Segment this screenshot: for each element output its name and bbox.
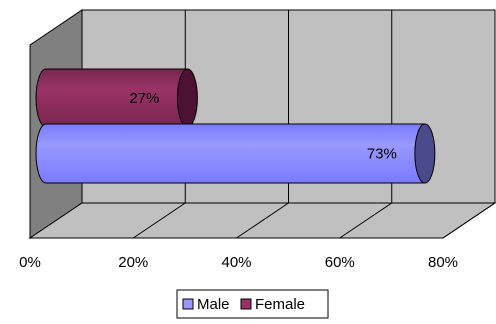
x-tick-label: 60% xyxy=(325,254,355,271)
gridline-floor xyxy=(236,202,289,239)
bar-end-cap-female xyxy=(176,68,198,128)
gridline-floor xyxy=(132,202,186,239)
legend-swatch-male xyxy=(182,298,194,310)
x-tick-label: 80% xyxy=(428,254,458,271)
x-tick-label: 20% xyxy=(118,254,148,271)
legend-swatch-female xyxy=(240,298,252,310)
x-axis-tick-labels: 0% 20% 40% 60% 80% xyxy=(19,254,458,271)
x-tick-label: 0% xyxy=(19,254,41,271)
bar-male xyxy=(35,123,426,184)
bars: 27% 73% xyxy=(35,68,436,184)
x-tick-label: 40% xyxy=(221,254,251,271)
legend: Male Female xyxy=(176,289,329,319)
bar-female xyxy=(35,68,188,128)
legend-label-male: Male xyxy=(197,296,230,313)
bar-end-cap-male xyxy=(414,123,436,184)
legend-box xyxy=(176,289,329,319)
data-label-female: 27% xyxy=(129,90,159,107)
gridline-floor xyxy=(339,202,393,239)
gridline-floor xyxy=(442,202,496,239)
legend-label-female: Female xyxy=(255,296,305,313)
data-label-male: 73% xyxy=(367,146,397,163)
